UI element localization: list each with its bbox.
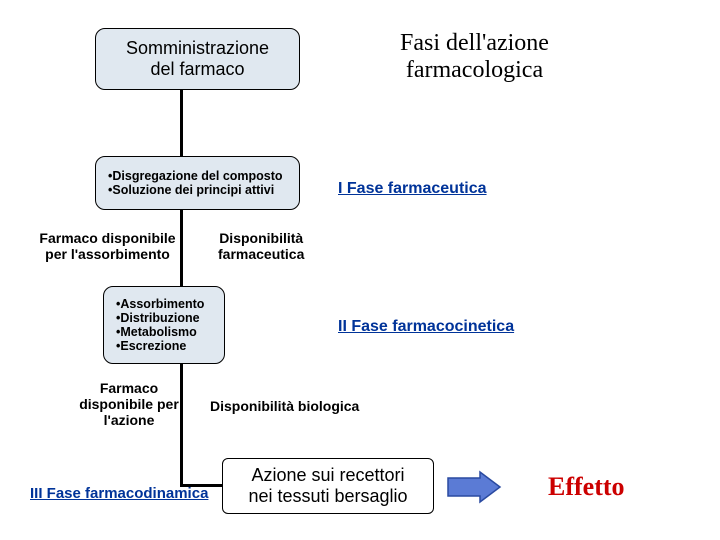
pharmaceutical-availability-label: Disponibilità farmaceutica <box>218 230 304 262</box>
effect-label: Effetto <box>548 472 625 502</box>
node4-line1: Azione sui recettori <box>251 465 404 486</box>
connector-3 <box>180 364 183 487</box>
avail1-l1: Farmaco disponibile <box>30 230 185 246</box>
arrow-icon <box>446 470 502 504</box>
node3-b3: •Metabolismo <box>116 325 216 339</box>
avail2-l1: Farmaco <box>64 380 194 396</box>
node1-line1: Somministrazione <box>126 38 269 59</box>
avail2-l3: l'azione <box>64 412 194 428</box>
node2-b2: •Soluzione dei principi attivi <box>108 183 291 197</box>
node3-b4: •Escrezione <box>116 339 216 353</box>
connector-1 <box>180 90 183 156</box>
avail1b-l1: Disponibilità <box>218 230 304 246</box>
availability-action-label: Farmaco disponibile per l'azione <box>64 380 194 428</box>
phase-1-label: I Fase farmaceutica <box>338 180 487 198</box>
title-line1: Fasi dell'azione <box>400 30 549 57</box>
phase-3-label: III Fase farmacodinamica <box>30 485 208 502</box>
avail1-l2: per l'assorbimento <box>30 246 185 262</box>
node2-b1: •Disgregazione del composto <box>108 169 291 183</box>
connector-2 <box>180 210 183 286</box>
node-administration: Somministrazione del farmaco <box>95 28 300 90</box>
node-adme: •Assorbimento •Distribuzione •Metabolism… <box>103 286 225 364</box>
diagram-canvas: Fasi dell'azione farmacologica Somminist… <box>0 0 720 540</box>
diagram-title: Fasi dell'azione farmacologica <box>400 30 549 84</box>
title-line2: farmacologica <box>400 57 549 84</box>
biological-availability-label: Disponibilità biologica <box>210 398 359 414</box>
phase-2-label: II Fase farmacocinetica <box>338 318 514 336</box>
node3-b1: •Assorbimento <box>116 297 216 311</box>
node4-line2: nei tessuti bersaglio <box>248 486 407 507</box>
avail1b-l2: farmaceutica <box>218 246 304 262</box>
connector-4 <box>180 484 222 487</box>
node3-b2: •Distribuzione <box>116 311 216 325</box>
availability-absorption-label: Farmaco disponibile per l'assorbimento <box>30 230 185 262</box>
node-receptor-action: Azione sui recettori nei tessuti bersagl… <box>222 458 434 514</box>
avail2-l2: disponibile per <box>64 396 194 412</box>
node-disaggregation: •Disgregazione del composto •Soluzione d… <box>95 156 300 210</box>
node1-line2: del farmaco <box>150 59 244 80</box>
